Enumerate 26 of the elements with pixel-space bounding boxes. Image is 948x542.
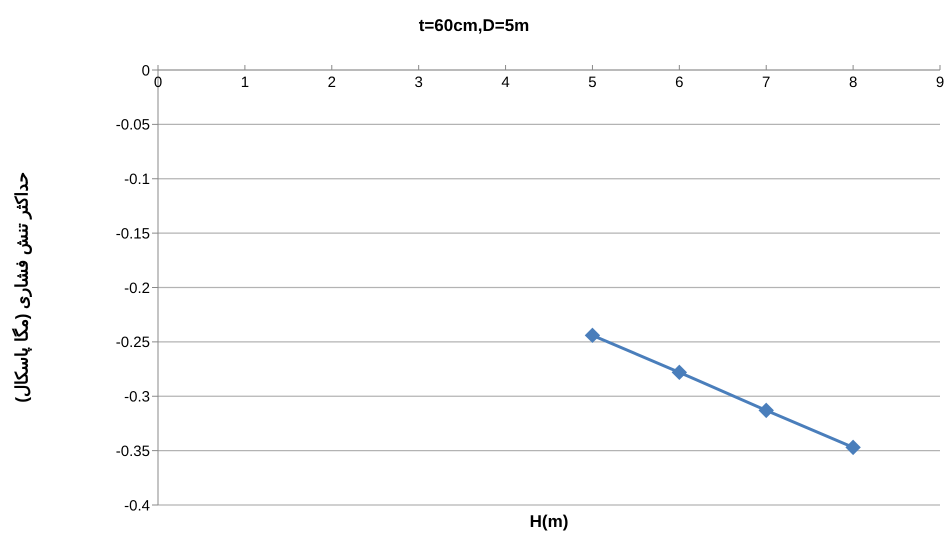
- y-tick-label: -0.2: [124, 280, 150, 297]
- y-tick-label: -0.25: [116, 334, 150, 352]
- x-tick-label: 6: [675, 74, 684, 91]
- y-tick-label: -0.4: [124, 497, 150, 514]
- x-tick-label: 2: [328, 74, 336, 91]
- x-tick-label: 5: [588, 74, 597, 91]
- point: [672, 364, 687, 380]
- x-tick-label: 9: [936, 74, 944, 91]
- x-tick-label: 4: [501, 74, 510, 91]
- chart-title: t=60cm,D=5m: [418, 16, 530, 36]
- x-tick-label: 7: [762, 74, 770, 91]
- y-tick-label: -0.1: [124, 171, 150, 188]
- x-tick-label: 3: [414, 74, 423, 91]
- x-tick-label: 8: [848, 74, 858, 91]
- y-tick-label: -0.3: [124, 388, 150, 406]
- y-tick-label: -0.05: [116, 116, 150, 134]
- y-tick-label: -0.35: [116, 442, 150, 460]
- y-tick-label: 0: [142, 62, 150, 80]
- y-axis-title: حداکثر تنش فشاری (مگا پاسکال): [12, 171, 32, 403]
- point: [758, 402, 774, 418]
- x-tick-label: 0: [154, 74, 162, 91]
- point: [846, 440, 861, 455]
- y-tick-label: -0.15: [116, 225, 150, 242]
- x-axis-title: H(m): [528, 512, 570, 532]
- x-tick-label: 1: [240, 74, 250, 91]
- point: [584, 328, 600, 343]
